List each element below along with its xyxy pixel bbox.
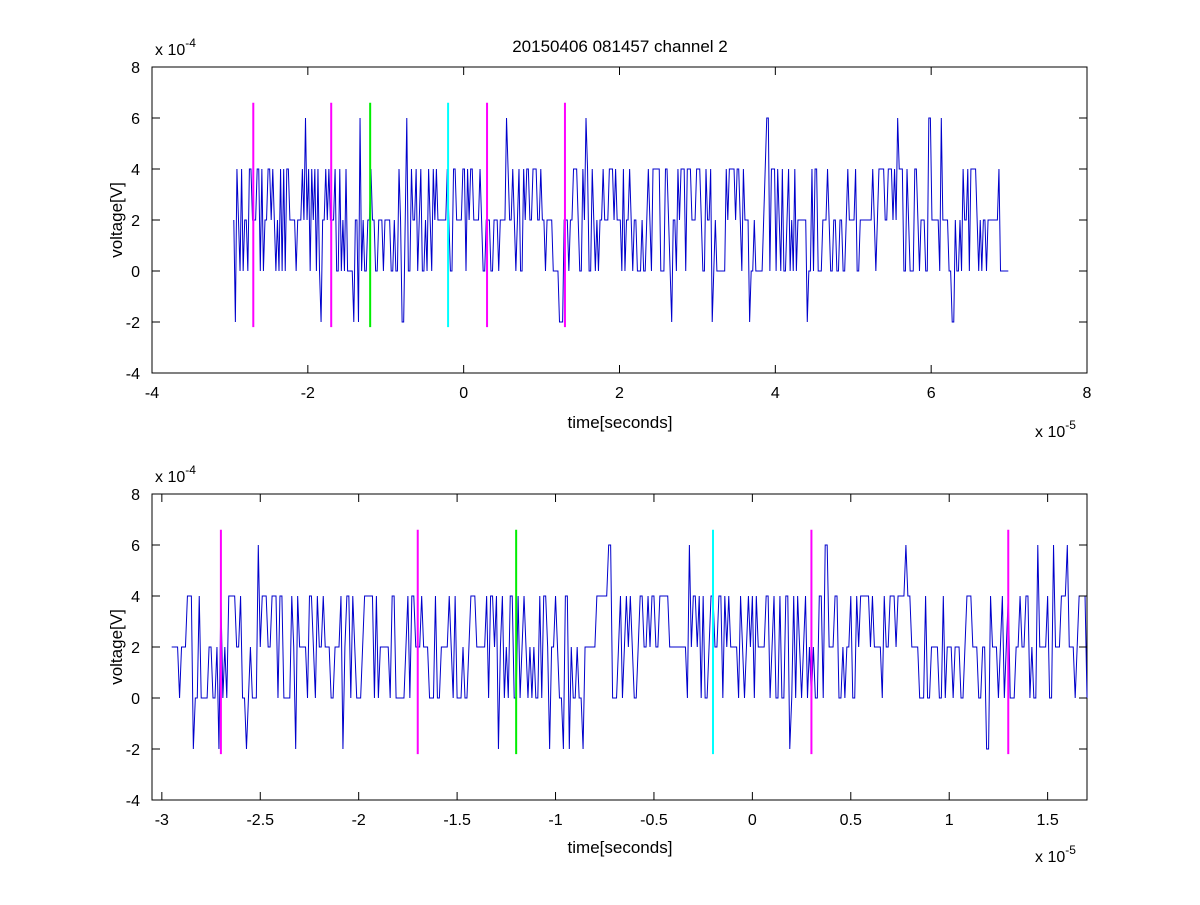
x-tick-label: -0.5 bbox=[640, 812, 668, 829]
x-tick-label: -3 bbox=[155, 812, 169, 829]
y-tick-label: 2 bbox=[131, 640, 140, 657]
top-y-exponent: x 10-4 bbox=[155, 36, 196, 59]
y-tick-label: 0 bbox=[131, 264, 140, 281]
bottom-axes-ticks: -3 -2.5 -2 -1.5 -1 -0.5 0 0.5 1 1.5 -4 -2 0 2 4 6 8 bbox=[126, 487, 1087, 829]
x-tick-label: -2 bbox=[352, 812, 366, 829]
x-tick-label: 0 bbox=[459, 385, 468, 402]
bottom-axes: -3 -2.5 -2 -1.5 -1 -0.5 0 0.5 1 1.5 -4 -2 0 2 4 6 8 time… bbox=[107, 463, 1088, 866]
bottom-x-exponent: x 10-5 bbox=[1035, 843, 1076, 866]
x-tick-label: 1 bbox=[945, 812, 954, 829]
y-tick-label: -2 bbox=[126, 315, 140, 332]
x-tick-label: 0 bbox=[748, 812, 757, 829]
y-tick-label: -4 bbox=[126, 793, 140, 810]
signal-trace bbox=[233, 117, 1009, 323]
x-tick-label: -1 bbox=[548, 812, 562, 829]
bottom-y-exponent: x 10-4 bbox=[155, 463, 196, 486]
figure-title: 20150406 081457 channel 2 bbox=[512, 37, 728, 56]
top-axes: -4 -2 0 2 4 6 8 -4 -2 0 2 4 6 8 time[seconds] voltage… bbox=[107, 36, 1092, 441]
y-tick-label: 6 bbox=[131, 111, 140, 128]
top-axes-marks bbox=[233, 102, 1009, 328]
x-tick-label: -4 bbox=[145, 385, 159, 402]
top-axes-ticks: -4 -2 0 2 4 6 8 -4 -2 0 2 4 6 8 bbox=[126, 60, 1092, 402]
y-tick-label: -2 bbox=[126, 742, 140, 759]
y-tick-label: 4 bbox=[131, 162, 140, 179]
top-y-axis-label: voltage[V] bbox=[107, 182, 126, 258]
bottom-x-axis-label: time[seconds] bbox=[568, 838, 673, 857]
x-tick-label: 8 bbox=[1083, 385, 1092, 402]
top-x-axis-label: time[seconds] bbox=[568, 413, 673, 432]
y-tick-label: 2 bbox=[131, 213, 140, 230]
signal-trace bbox=[171, 544, 1088, 750]
top-x-exponent: x 10-5 bbox=[1035, 418, 1076, 441]
x-tick-label: 1.5 bbox=[1037, 812, 1059, 829]
x-tick-label: -1.5 bbox=[443, 812, 471, 829]
bottom-axes-marks bbox=[171, 529, 1088, 755]
y-tick-label: -4 bbox=[126, 366, 140, 383]
x-tick-label: 4 bbox=[771, 385, 780, 402]
x-tick-label: 0.5 bbox=[840, 812, 862, 829]
x-tick-label: -2.5 bbox=[246, 812, 274, 829]
y-tick-label: 8 bbox=[131, 60, 140, 77]
x-tick-label: 6 bbox=[927, 385, 936, 402]
y-tick-label: 0 bbox=[131, 691, 140, 708]
x-tick-label: -2 bbox=[301, 385, 315, 402]
y-tick-label: 4 bbox=[131, 589, 140, 606]
x-tick-label: 2 bbox=[615, 385, 624, 402]
y-tick-label: 8 bbox=[131, 487, 140, 504]
bottom-y-axis-label: voltage[V] bbox=[107, 609, 126, 685]
y-tick-label: 6 bbox=[131, 538, 140, 555]
